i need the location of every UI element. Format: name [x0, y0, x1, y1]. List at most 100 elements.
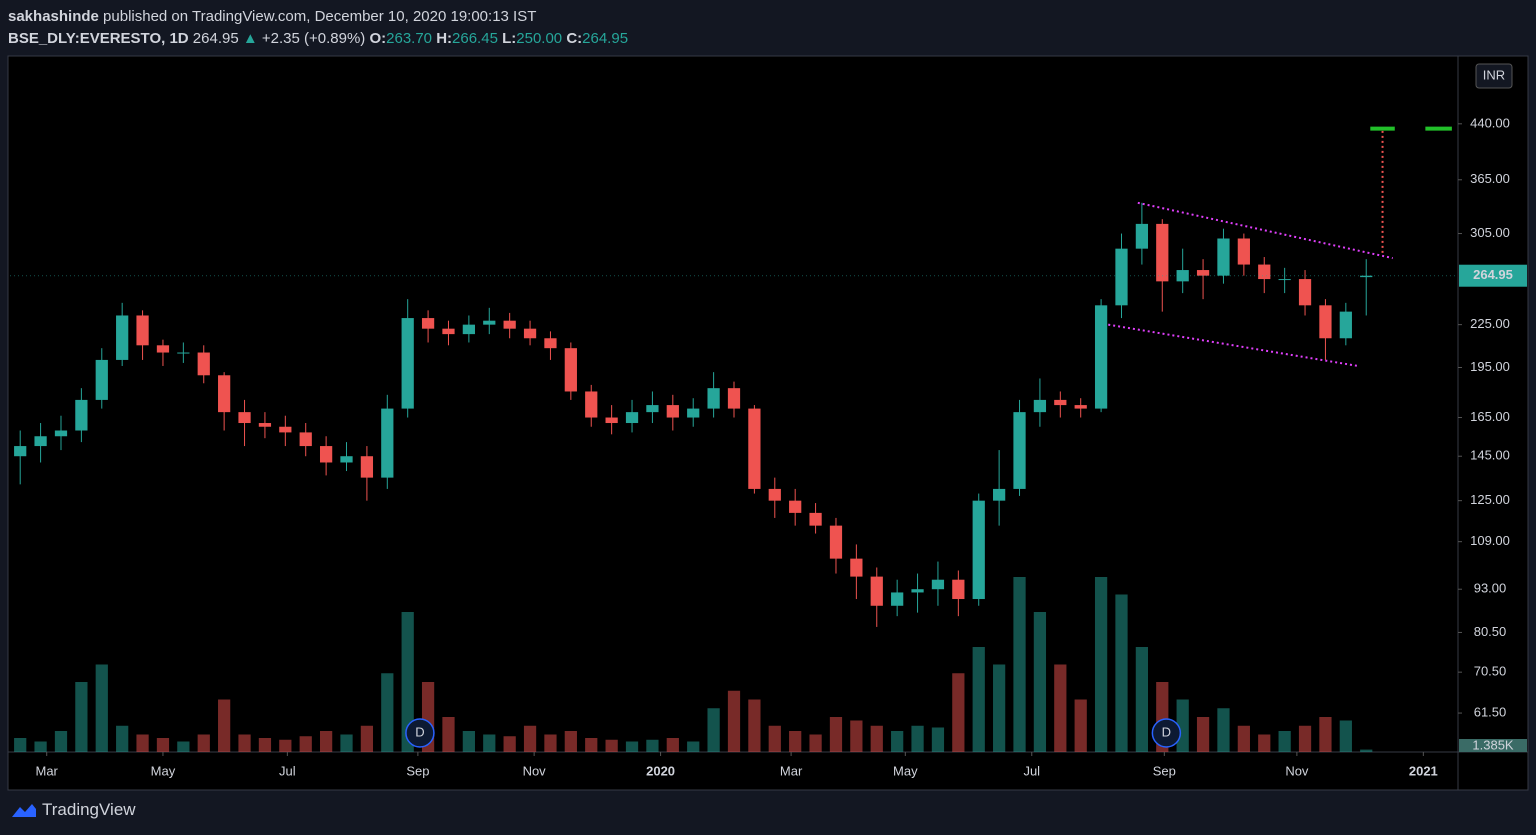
- candle-body: [54, 430, 68, 437]
- volume-bar: [585, 738, 598, 752]
- candle-body: [95, 359, 108, 400]
- volume-bar: [687, 741, 700, 752]
- volume-bar: [1217, 708, 1230, 752]
- y-tick-label: 70.50: [1474, 664, 1507, 679]
- candle-body: [503, 320, 516, 329]
- x-tick-label: May: [893, 763, 918, 778]
- candle-body: [564, 348, 577, 392]
- candle-body: [75, 399, 88, 431]
- candle-body: [523, 328, 537, 339]
- currency: INR: [1483, 67, 1505, 82]
- author: sakhashinde: [8, 8, 99, 25]
- volume-bar: [1258, 734, 1271, 752]
- x-tick-label: Jul: [1023, 763, 1040, 778]
- volume-bar: [381, 673, 394, 752]
- candle-body: [299, 432, 312, 447]
- candle-body: [1074, 405, 1087, 409]
- currency-badge[interactable]: [1475, 63, 1513, 89]
- candle-body: [14, 446, 27, 457]
- event-marker: [1151, 718, 1182, 748]
- volume-bar: [1135, 647, 1149, 752]
- volume-bar: [34, 741, 47, 752]
- volume-bar: [177, 741, 190, 752]
- candle-body: [891, 592, 904, 606]
- ohlc-key: H:: [436, 30, 453, 47]
- candle-body: [585, 391, 598, 418]
- y-tick-label: 80.50: [1474, 624, 1507, 639]
- x-tick-label: 2021: [1409, 763, 1438, 778]
- volume-bar: [1033, 612, 1047, 752]
- volume-bar: [850, 720, 863, 752]
- drawing: [1137, 201, 1393, 260]
- y-tick-label: 440.00: [1470, 115, 1510, 130]
- y-tick-label: 225.00: [1470, 316, 1510, 331]
- candle-body: [279, 426, 292, 433]
- y-tick-label: 145.00: [1470, 448, 1510, 463]
- candle-body: [993, 488, 1006, 501]
- volume-bar: [116, 725, 129, 752]
- volume-bar: [401, 612, 414, 752]
- ohlc-value: 264.95: [582, 30, 629, 47]
- volume-bar: [218, 699, 231, 752]
- candle-body: [605, 417, 618, 424]
- volume-bar: [340, 734, 353, 752]
- volume-bar: [238, 734, 251, 752]
- candle-body: [952, 579, 965, 600]
- volume-bar: [952, 673, 965, 752]
- candle-body: [666, 405, 679, 418]
- candle-body: [1298, 279, 1312, 306]
- symbol: BSE_DLY:EVERESTO, 1D: [8, 30, 189, 47]
- candle-body: [1115, 248, 1128, 306]
- candle-body: [748, 408, 761, 489]
- ohlc-key: O:: [369, 30, 387, 47]
- candle-body: [177, 352, 190, 354]
- last-price-label: 264.95: [1473, 267, 1513, 282]
- plot: [14, 202, 1373, 752]
- volume-bar: [727, 690, 741, 752]
- volume-bar: [197, 734, 210, 752]
- candle-body: [360, 456, 374, 478]
- candle-body: [727, 388, 741, 409]
- candle-body: [197, 352, 210, 376]
- ohlc: O:263.70 H:266.45 L:250.00 C:264.95: [369, 30, 628, 47]
- volume-bar: [544, 734, 557, 752]
- event-marker: [405, 718, 435, 748]
- volume-bar: [156, 738, 170, 752]
- candle-body: [462, 324, 475, 335]
- x-tick-label: Mar: [36, 763, 59, 778]
- volume-bar: [523, 725, 537, 752]
- ohlc-key: C:: [566, 30, 583, 47]
- volume-bar: [789, 731, 802, 752]
- x-tick-label: Nov: [1285, 763, 1309, 778]
- candle-body: [1217, 238, 1230, 276]
- candle-body: [442, 328, 455, 335]
- y-tick-label: 165.00: [1470, 409, 1510, 424]
- logo: [12, 804, 36, 817]
- volume-bar: [1094, 577, 1108, 752]
- publish-line: sakhashinde published on TradingView.com…: [8, 6, 628, 28]
- volume-bar: [54, 731, 68, 752]
- volume-bar: [462, 731, 475, 752]
- candle-body: [911, 589, 924, 593]
- candle-body: [850, 558, 863, 577]
- volume-bar: [360, 725, 374, 752]
- volume-bar: [666, 738, 679, 752]
- x-tick-label: Jul: [279, 763, 296, 778]
- candle-body: [381, 408, 394, 478]
- volume-bar: [564, 731, 577, 752]
- x-tick-label: Sep: [406, 763, 429, 778]
- candle-body: [483, 320, 496, 325]
- volume-bar: [1074, 699, 1087, 752]
- x-tick-label: 2020: [646, 763, 675, 778]
- volume-bar: [1298, 725, 1312, 752]
- price: 264.95: [192, 30, 239, 47]
- event-label: D: [1162, 724, 1171, 739]
- volume-badge: [1459, 739, 1527, 752]
- volume-bar: [136, 734, 149, 752]
- volume-bar: [1013, 577, 1026, 752]
- candle-body: [1196, 270, 1210, 276]
- quote-line: BSE_DLY:EVERESTO, 1D 264.95 ▲ +2.35 (+0.…: [8, 28, 628, 50]
- event-label: D: [415, 724, 424, 739]
- candle-body: [1237, 238, 1250, 265]
